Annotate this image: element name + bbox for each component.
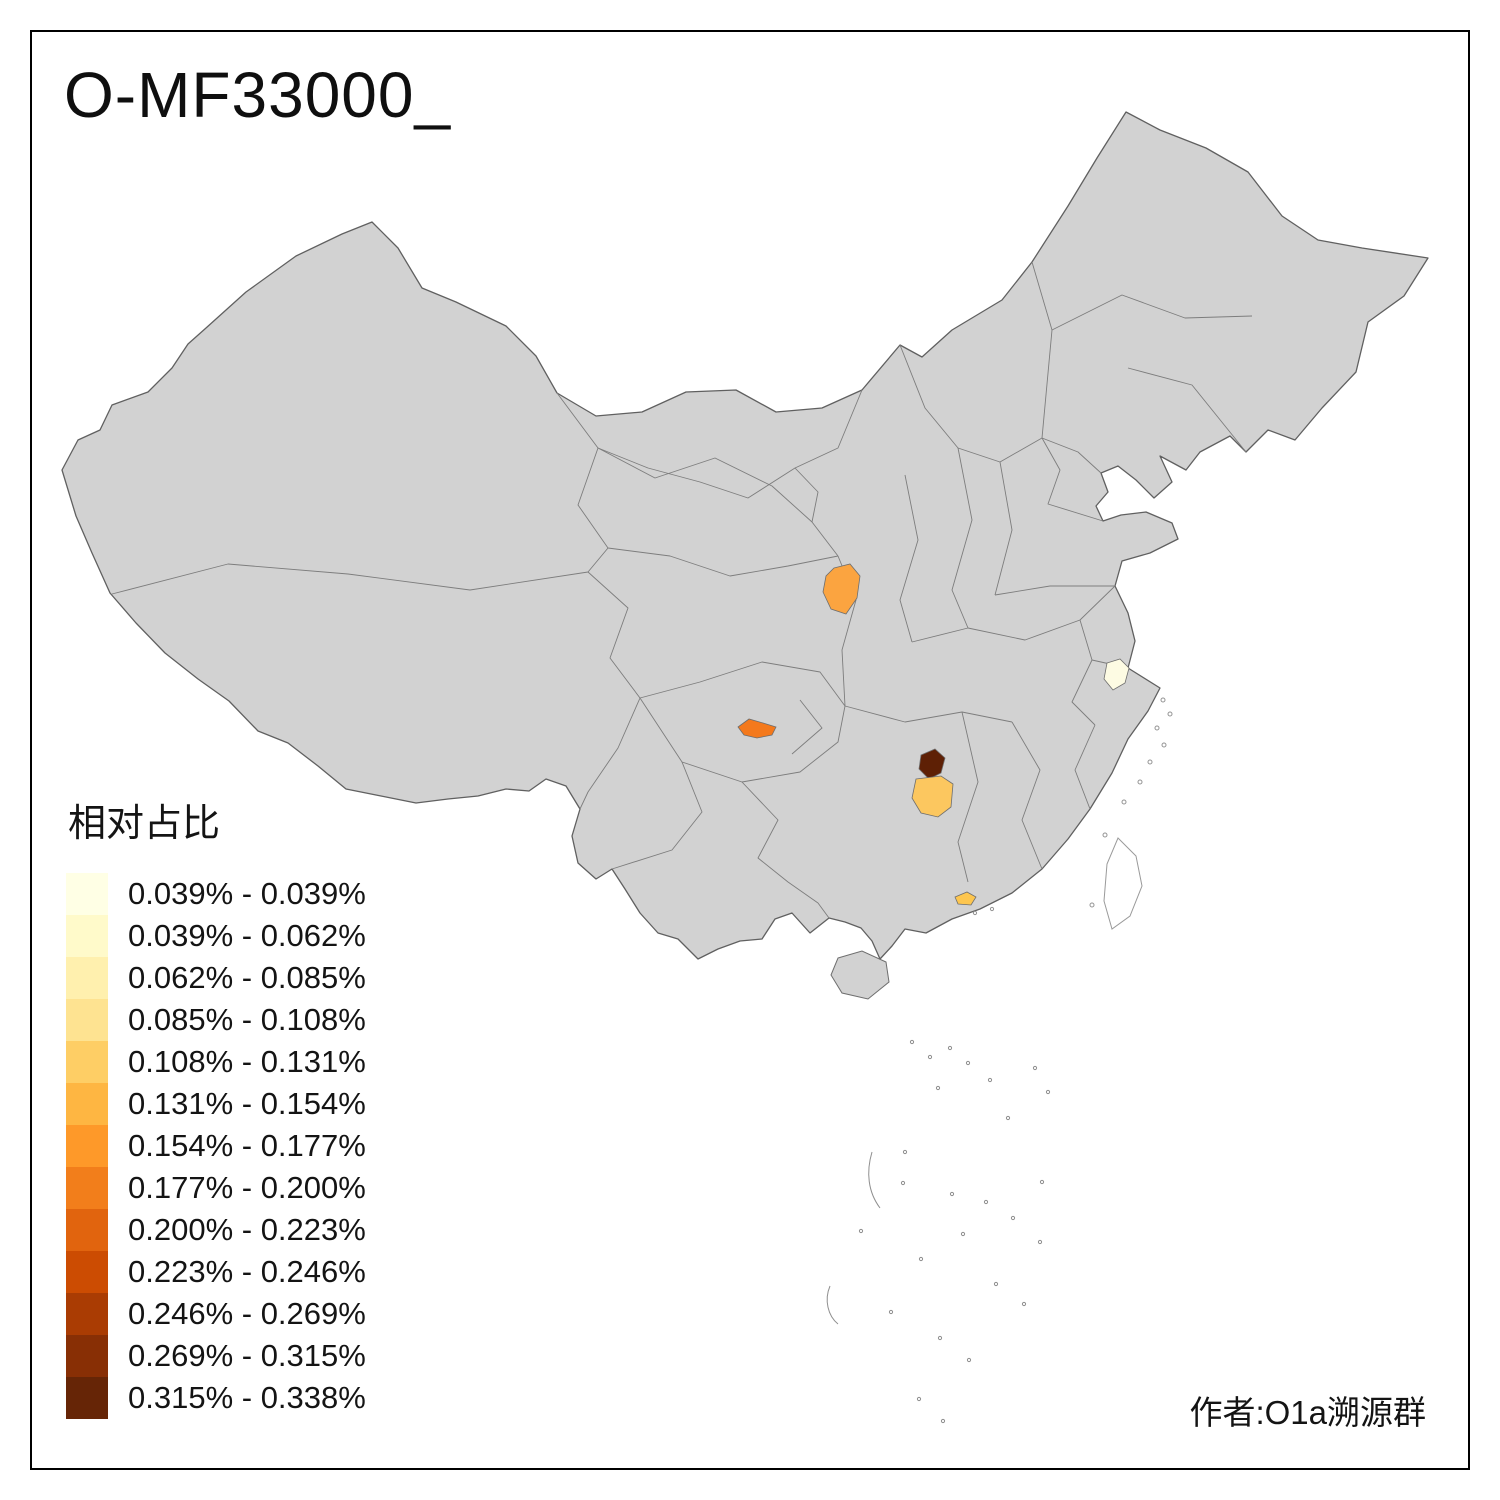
legend-swatch bbox=[66, 957, 108, 999]
legend-row: 0.246% - 0.269% bbox=[66, 1293, 366, 1335]
page-title: O-MF33000_ bbox=[64, 59, 452, 131]
province-borders bbox=[111, 261, 1253, 919]
legend-swatch bbox=[66, 915, 108, 957]
legend-swatch bbox=[66, 1251, 108, 1293]
legend-swatch bbox=[66, 1167, 108, 1209]
highlight-region-4 bbox=[911, 775, 954, 818]
legend-label: 0.039% - 0.062% bbox=[128, 918, 366, 953]
legend-row: 0.223% - 0.246% bbox=[66, 1251, 366, 1293]
highlight-region-5 bbox=[1103, 658, 1130, 691]
taiwan-island bbox=[1103, 837, 1143, 930]
author-credit: 作者:O1a溯源群 bbox=[1189, 1394, 1426, 1431]
legend-row: 0.131% - 0.154% bbox=[66, 1083, 366, 1125]
legend-row: 0.039% - 0.039% bbox=[66, 873, 366, 915]
legend: 相对占比 0.039% - 0.039% 0.039% - 0.062% 0.0… bbox=[66, 792, 366, 1419]
legend-label: 0.200% - 0.223% bbox=[128, 1212, 366, 1247]
south-china-sea-islets bbox=[826, 1039, 1051, 1424]
legend-row: 0.039% - 0.062% bbox=[66, 915, 366, 957]
legend-row: 0.177% - 0.200% bbox=[66, 1167, 366, 1209]
legend-label: 0.154% - 0.177% bbox=[128, 1128, 366, 1163]
coastal-islets bbox=[972, 697, 1173, 916]
highlight-region-2 bbox=[737, 718, 777, 739]
legend-row: 0.108% - 0.131% bbox=[66, 1041, 366, 1083]
legend-row: 0.062% - 0.085% bbox=[66, 957, 366, 999]
highlight-region-6 bbox=[954, 891, 977, 906]
legend-row: 0.200% - 0.223% bbox=[66, 1209, 366, 1251]
legend-label: 0.062% - 0.085% bbox=[128, 960, 366, 995]
legend-label: 0.108% - 0.131% bbox=[128, 1044, 366, 1079]
legend-label: 0.131% - 0.154% bbox=[128, 1086, 366, 1121]
highlight-region-3 bbox=[918, 748, 946, 780]
legend-label: 0.085% - 0.108% bbox=[128, 1002, 366, 1037]
legend-label: 0.246% - 0.269% bbox=[128, 1296, 366, 1331]
hainan-island bbox=[830, 950, 890, 1000]
legend-swatch bbox=[66, 873, 108, 915]
legend-swatch bbox=[66, 1293, 108, 1335]
legend-swatch bbox=[66, 1083, 108, 1125]
china-mainland bbox=[61, 111, 1429, 960]
legend-label: 0.223% - 0.246% bbox=[128, 1254, 366, 1289]
legend-swatch bbox=[66, 999, 108, 1041]
legend-row: 0.269% - 0.315% bbox=[66, 1335, 366, 1377]
legend-label: 0.039% - 0.039% bbox=[128, 876, 366, 911]
legend-row: 0.315% - 0.338% bbox=[66, 1377, 366, 1419]
highlighted-regions bbox=[737, 563, 1130, 906]
legend-swatch bbox=[66, 1209, 108, 1251]
legend-swatch bbox=[66, 1377, 108, 1419]
legend-swatch bbox=[66, 1125, 108, 1167]
legend-label: 0.315% - 0.338% bbox=[128, 1380, 366, 1415]
legend-label: 0.269% - 0.315% bbox=[128, 1338, 366, 1373]
legend-title: 相对占比 bbox=[68, 803, 221, 845]
legend-swatch bbox=[66, 1041, 108, 1083]
highlight-region-1 bbox=[822, 563, 861, 615]
legend-row: 0.154% - 0.177% bbox=[66, 1125, 366, 1167]
legend-row: 0.085% - 0.108% bbox=[66, 999, 366, 1041]
legend-swatch bbox=[66, 1335, 108, 1377]
legend-label: 0.177% - 0.200% bbox=[128, 1170, 366, 1205]
